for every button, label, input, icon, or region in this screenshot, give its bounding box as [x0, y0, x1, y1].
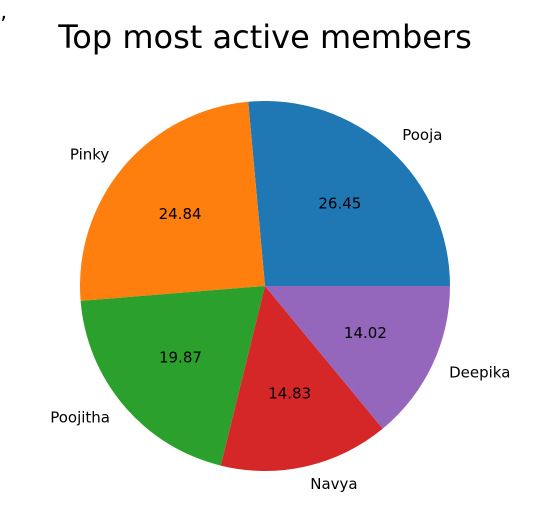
pie-slice-pooja: [248, 101, 450, 287]
pie-slice-navya: [220, 286, 383, 471]
slice-label-pinky: Pinky: [70, 145, 110, 163]
pie-slices: [79, 101, 450, 471]
slice-label-poojitha: Poojitha: [50, 408, 110, 426]
pie-slice-pinky: [79, 101, 265, 301]
pie-slice-deepika: [265, 286, 450, 429]
value-label-poojitha: 19.87: [159, 348, 202, 366]
value-label-pooja: 26.45: [318, 195, 361, 213]
value-label-pinky: 24.84: [159, 205, 202, 223]
chart-title: Top most active members: [57, 18, 472, 56]
value-label-deepika: 14.02: [344, 324, 387, 342]
pie-slice-poojitha: [80, 286, 265, 466]
slice-label-navya: Navya: [310, 475, 357, 493]
slice-label-pooja: Pooja: [402, 126, 442, 144]
value-label-navya: 14.83: [268, 385, 311, 403]
slice-label-deepika: Deepika: [449, 363, 510, 381]
corner-mark: ʼ: [0, 13, 7, 38]
pie-labels: Pooja 26.45 Pinky 24.84 Poojitha 19.87 Navya 14…: [50, 126, 510, 493]
